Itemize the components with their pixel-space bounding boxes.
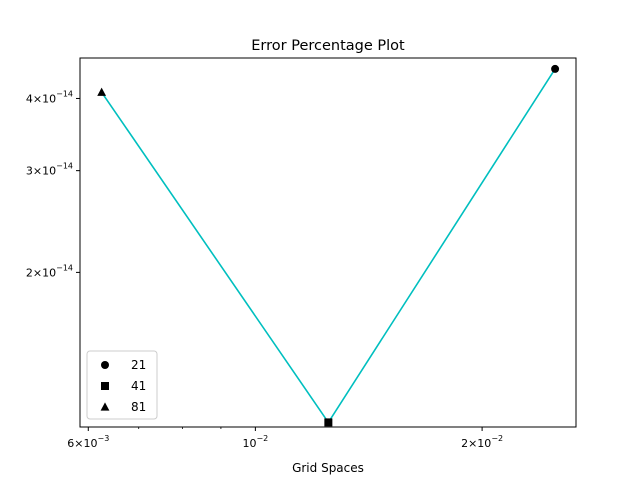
x-axis-label: Grid Spaces [292,461,364,475]
legend-box [86,350,158,420]
y-tick-label-0-text: 4×10−14 [26,89,73,105]
legend-marker-81 [100,402,110,411]
series-line-0 [100,68,556,424]
marker-41 [324,418,333,427]
x-tick-label-1-text: 10−2 [242,434,268,450]
plot-frame [79,57,577,428]
y-tick-label-1: 3×10−14 [26,162,73,178]
chart-title: Error Percentage Plot [251,38,405,54]
x-tick-label-0: 6×10−3 [67,434,109,450]
y-tick-label-0: 4×10−14 [26,89,73,105]
marker-21 [551,64,560,73]
legend-marker-21 [101,361,109,369]
x-tick-label-2-text: 2×10−2 [461,434,503,450]
y-tick-label-2: 2×10−14 [26,263,73,279]
legend-label-41: 41 [131,379,146,393]
x-tick-label-1: 10−2 [242,434,268,450]
legend-label-81: 81 [131,400,146,414]
legend-label-21: 21 [131,358,146,372]
marker-81 [97,87,107,96]
x-tick-label-2: 2×10−2 [461,434,503,450]
legend-marker-41 [101,382,109,390]
y-tick-label-1-text: 3×10−14 [26,162,73,178]
x-tick-label-0-text: 6×10−3 [67,434,109,450]
y-tick-label-2-text: 2×10−14 [26,263,73,279]
